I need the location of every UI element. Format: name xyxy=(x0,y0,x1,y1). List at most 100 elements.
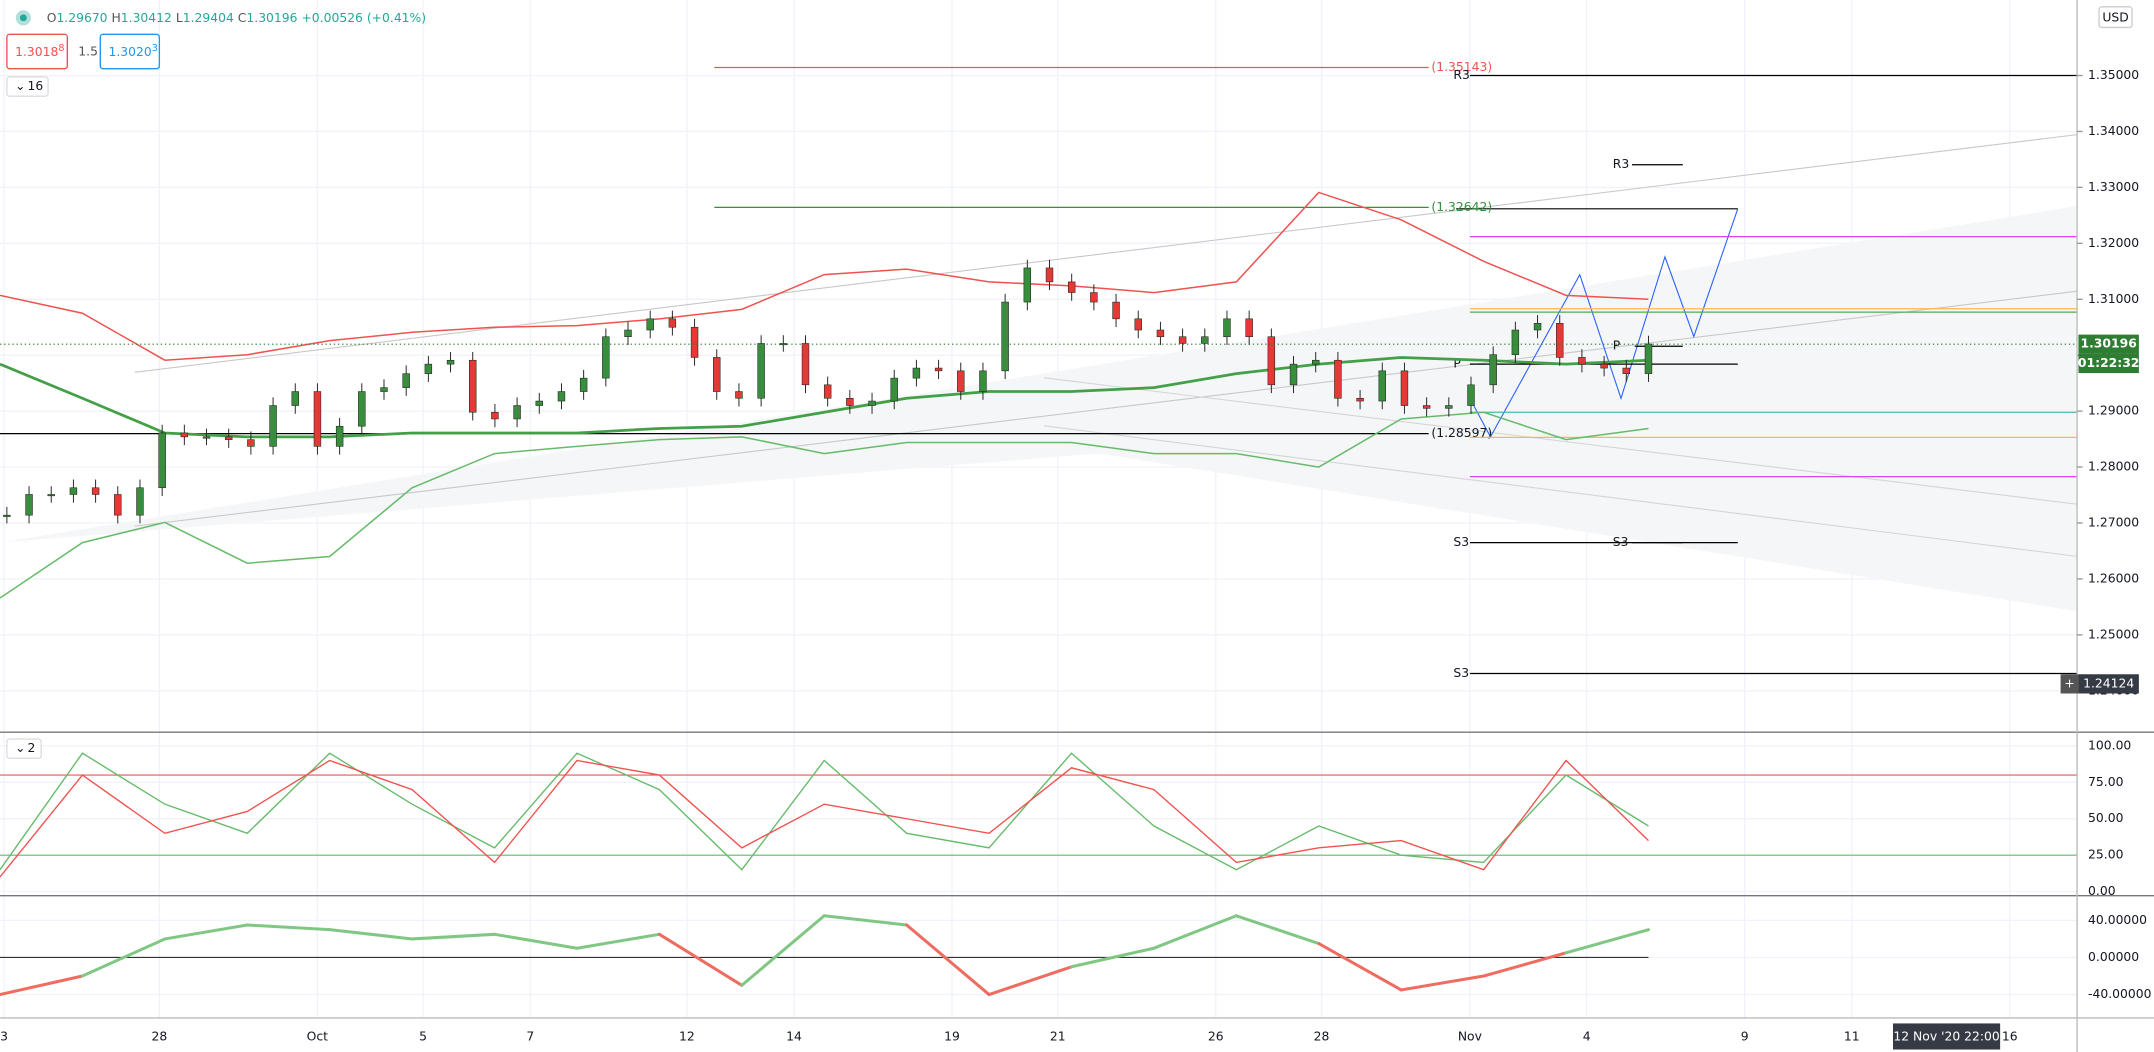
y-tick-label: 1.35000 xyxy=(2088,68,2139,82)
y-tick-label: 1.27000 xyxy=(2088,515,2139,529)
candle-body xyxy=(1201,336,1209,344)
sell-price[interactable]: 1.30188 xyxy=(15,43,64,59)
chevron[interactable]: ⌄ xyxy=(15,79,25,93)
ohlc-value: 1.30196 xyxy=(246,10,297,24)
toggle-box[interactable] xyxy=(6,738,42,759)
ohlc-value: 1.29404 xyxy=(183,10,234,24)
momentum-segment xyxy=(905,923,991,997)
candle-body xyxy=(1267,336,1276,386)
countdown: 01:22:32 xyxy=(2078,356,2139,370)
candle-body xyxy=(1556,323,1564,358)
cursor-plus: + xyxy=(2064,676,2074,690)
candle-body xyxy=(1600,363,1608,369)
candle-body xyxy=(1178,336,1187,344)
buy-button[interactable]: 1.30203 xyxy=(99,33,161,70)
candle-body xyxy=(757,343,765,399)
candle-body xyxy=(69,487,78,495)
candle-body xyxy=(380,387,388,392)
trend-line xyxy=(1043,425,2078,557)
chevron[interactable]: ⌄ xyxy=(15,741,25,755)
candle-body xyxy=(402,373,410,388)
momentum-segment xyxy=(80,937,167,978)
axes: 1.240001.250001.260001.270001.280001.290… xyxy=(0,68,2152,1050)
currency-button[interactable]: USD xyxy=(2098,6,2133,29)
y-tick-label: 25.00 xyxy=(2088,848,2124,862)
candle-body xyxy=(1467,384,1475,406)
x-tick-label: 28 xyxy=(151,1030,167,1044)
candle-body xyxy=(446,359,455,365)
y-tick-label: 75.00 xyxy=(2088,775,2124,789)
cursor-plus-box xyxy=(2060,674,2079,694)
buy-sup[interactable]: 3 xyxy=(152,43,158,54)
buy-price[interactable]: 1.30203 xyxy=(109,43,158,59)
momentum-segment xyxy=(1317,942,1403,992)
currency-box[interactable] xyxy=(2098,6,2133,29)
candle-body xyxy=(1289,363,1298,386)
candle-body xyxy=(1622,367,1630,374)
cursor-price-box xyxy=(2078,674,2139,694)
momentum-segment xyxy=(575,932,661,950)
y-tick-label: 1.34000 xyxy=(2088,124,2139,138)
y-tick-label: 50.00 xyxy=(2088,811,2124,825)
time-cursor: 12 Nov '20 22:00 xyxy=(1893,1030,2000,1044)
momentum-segment xyxy=(657,932,744,987)
candle-body xyxy=(1090,292,1098,303)
time-cursor-box xyxy=(1892,1023,2001,1050)
momentum-segment xyxy=(1564,928,1650,955)
candle-body xyxy=(158,432,166,489)
candle-body xyxy=(3,514,11,517)
y-tick-label: 1.26000 xyxy=(2088,571,2139,585)
level-label: R3 xyxy=(1613,157,1629,171)
y-tick-label: 1.31000 xyxy=(2088,292,2139,306)
candle-body xyxy=(868,400,876,406)
y-tick-label: 100.00 xyxy=(2088,738,2131,752)
candle-body xyxy=(1223,318,1231,338)
candle-body xyxy=(91,487,100,495)
trend-line xyxy=(134,134,2078,373)
last-price: 1.30196 xyxy=(2081,337,2137,351)
candle-body xyxy=(1511,329,1520,355)
candle-body xyxy=(313,391,322,447)
osc-toggle[interactable]: ⌄ 2 xyxy=(6,738,42,759)
x-tick-label: 4 xyxy=(1583,1030,1591,1044)
candle-body xyxy=(224,436,233,440)
buy-box[interactable] xyxy=(99,33,161,70)
sell-box[interactable] xyxy=(6,33,68,70)
grid xyxy=(0,0,2078,1018)
candle-body xyxy=(1378,370,1386,402)
candle-body xyxy=(335,425,344,447)
x-tick-label: 12 xyxy=(679,1030,695,1044)
channel-fill xyxy=(0,206,2078,612)
buy-value[interactable]: 1.3020 xyxy=(109,45,152,59)
toggle-box[interactable] xyxy=(6,76,49,97)
toggle-count[interactable]: 16 xyxy=(27,79,43,93)
currency[interactable]: USD xyxy=(2102,10,2128,24)
sell-button[interactable]: 1.30188 xyxy=(6,33,68,70)
y-tick-label: 1.29000 xyxy=(2088,404,2139,418)
candle-body xyxy=(1134,318,1142,331)
toggle-count[interactable]: 2 xyxy=(27,741,35,755)
candle-body xyxy=(934,367,943,372)
momentum-segment xyxy=(163,923,249,941)
candle-body xyxy=(469,359,477,413)
candle-body xyxy=(646,318,654,331)
ohlc-legend: O1.29670 H1.30412 L1.29404 C1.30196 +0.0… xyxy=(47,10,426,24)
x-tick-label: 5 xyxy=(419,1030,427,1044)
level-label: P xyxy=(1613,339,1621,353)
spread: 1.5 xyxy=(78,45,98,59)
candle-body xyxy=(713,357,721,392)
trend-line xyxy=(134,290,2078,527)
candle-body xyxy=(535,400,543,406)
osc-line xyxy=(0,759,1649,878)
candle-body xyxy=(47,494,55,497)
ohlc-key: L xyxy=(176,10,183,24)
x-tick-label: 28 xyxy=(1314,1030,1330,1044)
sell-sup[interactable]: 8 xyxy=(58,43,64,54)
x-tick-label: Nov xyxy=(1458,1030,1482,1044)
candle-body xyxy=(114,494,122,516)
candle-body xyxy=(202,436,211,439)
sell-value[interactable]: 1.3018 xyxy=(15,45,58,59)
level-label: (1.35143) xyxy=(1431,60,1492,74)
main-toggle[interactable]: ⌄ 16 xyxy=(6,76,49,97)
momentum-segment xyxy=(245,923,332,932)
